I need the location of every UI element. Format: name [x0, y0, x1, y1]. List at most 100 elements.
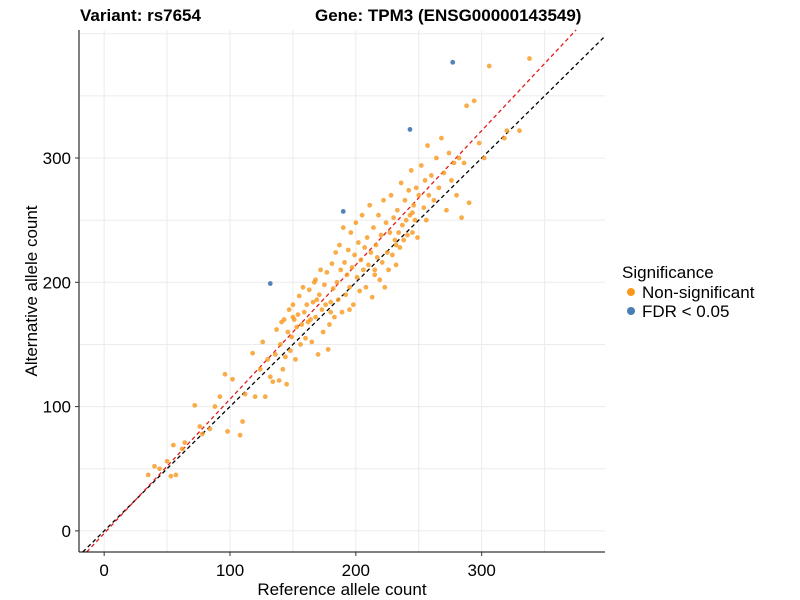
point-non-significant [367, 202, 373, 208]
point-non-significant [366, 262, 371, 268]
y-axis-title: Alternative allele count [22, 205, 41, 376]
point-non-significant [382, 284, 388, 290]
point-non-significant [212, 404, 218, 409]
point-non-significant [360, 267, 366, 273]
x-tick-labels: 0 100 200 300 [99, 561, 495, 580]
point-non-significant [398, 180, 404, 186]
point-non-significant [393, 242, 399, 248]
point-non-significant [379, 260, 385, 265]
point-non-significant [270, 379, 276, 385]
point-non-significant [290, 302, 296, 308]
point-non-significant [439, 135, 444, 141]
point-non-significant [441, 170, 447, 176]
point-non-significant [260, 339, 266, 345]
point-non-significant [328, 299, 334, 305]
point-non-significant [406, 187, 412, 193]
point-non-significant [393, 262, 399, 268]
point-non-significant [422, 177, 428, 183]
point-non-significant [347, 307, 352, 313]
point-non-significant [330, 286, 336, 291]
point-non-significant [392, 237, 398, 243]
point-non-significant [372, 272, 378, 278]
point-non-significant [340, 225, 346, 231]
point-non-significant [288, 348, 293, 354]
point-non-significant [334, 279, 340, 285]
legend-swatch-non-significant [627, 288, 635, 296]
point-non-significant [501, 135, 507, 141]
point-non-significant [391, 215, 396, 221]
point-non-significant [314, 297, 320, 303]
x-tick-label: 200 [342, 561, 370, 580]
point-non-significant [405, 232, 410, 238]
point-non-significant [353, 220, 359, 226]
point-non-significant [466, 200, 472, 206]
point-non-significant [321, 282, 327, 288]
point-non-significant [290, 314, 296, 320]
point-non-significant [237, 432, 243, 438]
point-non-significant [471, 98, 477, 104]
point-fdr-significant [340, 209, 346, 214]
point-non-significant [324, 269, 330, 275]
point-fdr-significant [450, 59, 456, 65]
point-non-significant [349, 264, 355, 270]
point-non-significant [412, 217, 418, 223]
point-non-significant [272, 351, 278, 357]
point-non-significant [308, 317, 313, 322]
point-non-significant [426, 192, 432, 198]
point-non-significant [449, 177, 454, 183]
reference-lines [82, 29, 606, 553]
point-non-significant [182, 440, 188, 446]
point-non-significant [372, 267, 378, 273]
axes [75, 30, 605, 556]
point-non-significant [265, 356, 271, 362]
point-non-significant [342, 260, 347, 265]
point-non-significant [476, 140, 482, 146]
point-non-significant [421, 205, 427, 211]
point-non-significant [222, 371, 228, 377]
point-non-significant [257, 366, 263, 372]
point-non-significant [217, 394, 223, 400]
point-non-significant [296, 293, 302, 299]
y-tick-label: 0 [62, 522, 71, 541]
legend-swatch-fdr [627, 307, 635, 315]
point-non-significant [415, 235, 420, 240]
point-non-significant [408, 168, 414, 173]
point-non-significant [310, 299, 316, 305]
x-tick-label: 0 [99, 561, 108, 580]
point-non-significant [170, 442, 176, 448]
point-non-significant [397, 245, 403, 250]
point-non-significant [389, 252, 395, 258]
point-non-significant [332, 314, 337, 320]
point-non-significant [152, 463, 157, 469]
point-non-significant [179, 446, 185, 452]
point-non-significant [338, 267, 344, 273]
point-non-significant [325, 347, 331, 352]
point-non-significant [456, 155, 462, 161]
point-non-significant [359, 212, 365, 218]
point-non-significant [293, 356, 298, 362]
point-non-significant [301, 309, 307, 315]
point-non-significant [481, 155, 487, 161]
point-non-significant [295, 312, 301, 318]
point-non-significant [197, 424, 203, 429]
point-non-significant [267, 374, 273, 380]
point-non-significant [306, 287, 312, 293]
point-non-significant [319, 307, 325, 313]
point-non-significant [329, 261, 335, 267]
point-non-significant [173, 472, 179, 478]
point-non-significant [418, 163, 424, 168]
point-non-significant [416, 192, 422, 198]
point-non-significant [461, 160, 467, 166]
point-non-significant [145, 472, 151, 478]
x-tick-label: 100 [216, 561, 244, 580]
reference-line-2 [86, 29, 577, 553]
point-non-significant [411, 202, 417, 208]
point-non-significant [282, 354, 288, 360]
point-non-significant [294, 324, 300, 330]
point-non-significant [368, 250, 374, 255]
point-non-significant [289, 334, 295, 340]
point-non-significant [281, 317, 287, 322]
y-tick-labels: 0 100 200 300 [43, 149, 71, 541]
point-non-significant [396, 230, 402, 235]
